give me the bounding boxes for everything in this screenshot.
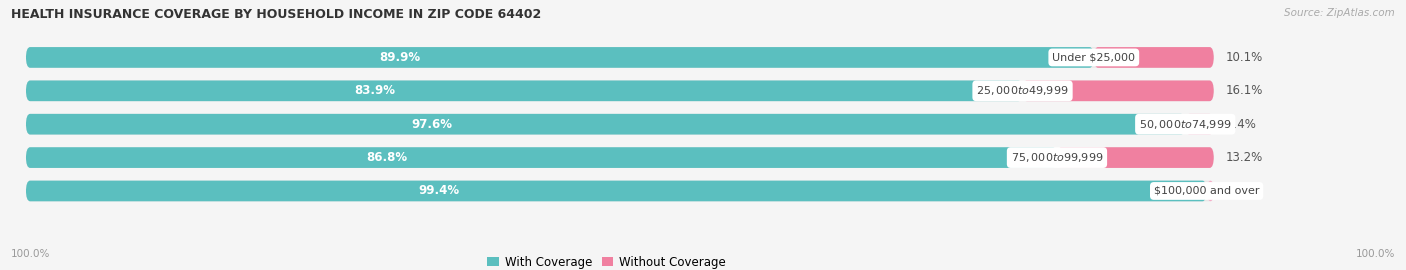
Text: 16.1%: 16.1%	[1226, 84, 1263, 97]
Legend: With Coverage, Without Coverage: With Coverage, Without Coverage	[486, 256, 725, 269]
Text: 100.0%: 100.0%	[1355, 249, 1395, 259]
Text: 83.9%: 83.9%	[354, 84, 395, 97]
Text: 13.2%: 13.2%	[1226, 151, 1263, 164]
Text: Source: ZipAtlas.com: Source: ZipAtlas.com	[1284, 8, 1395, 18]
FancyBboxPatch shape	[25, 181, 1206, 201]
Text: 100.0%: 100.0%	[11, 249, 51, 259]
Text: $50,000 to $74,999: $50,000 to $74,999	[1139, 118, 1232, 131]
FancyBboxPatch shape	[25, 147, 1213, 168]
FancyBboxPatch shape	[25, 47, 1094, 68]
FancyBboxPatch shape	[25, 181, 1213, 201]
Text: 89.9%: 89.9%	[380, 51, 420, 64]
FancyBboxPatch shape	[25, 80, 1213, 101]
FancyBboxPatch shape	[1057, 147, 1213, 168]
FancyBboxPatch shape	[25, 147, 1057, 168]
FancyBboxPatch shape	[1022, 80, 1213, 101]
FancyBboxPatch shape	[1094, 47, 1213, 68]
Text: 10.1%: 10.1%	[1226, 51, 1263, 64]
Text: 97.6%: 97.6%	[411, 118, 453, 131]
Text: $75,000 to $99,999: $75,000 to $99,999	[1011, 151, 1104, 164]
Text: 2.4%: 2.4%	[1226, 118, 1256, 131]
Text: $100,000 and over: $100,000 and over	[1154, 186, 1260, 196]
Text: 99.4%: 99.4%	[419, 184, 460, 197]
FancyBboxPatch shape	[25, 114, 1185, 134]
FancyBboxPatch shape	[25, 47, 1213, 68]
Text: HEALTH INSURANCE COVERAGE BY HOUSEHOLD INCOME IN ZIP CODE 64402: HEALTH INSURANCE COVERAGE BY HOUSEHOLD I…	[11, 8, 541, 21]
Text: $25,000 to $49,999: $25,000 to $49,999	[976, 84, 1069, 97]
Text: 86.8%: 86.8%	[366, 151, 408, 164]
Text: Under $25,000: Under $25,000	[1052, 52, 1135, 62]
FancyBboxPatch shape	[25, 80, 1022, 101]
FancyBboxPatch shape	[25, 114, 1213, 134]
Text: 0.65%: 0.65%	[1226, 184, 1264, 197]
FancyBboxPatch shape	[1185, 114, 1213, 134]
FancyBboxPatch shape	[1206, 181, 1215, 201]
